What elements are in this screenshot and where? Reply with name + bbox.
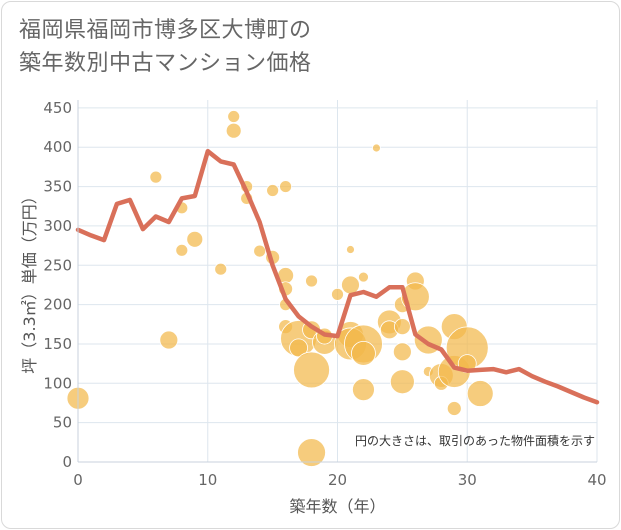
x-axis-label: 築年数（年） xyxy=(289,497,385,516)
bubble-point xyxy=(253,244,267,258)
bubble-point xyxy=(389,369,415,395)
bubble-point xyxy=(186,230,204,248)
bubble-point xyxy=(331,287,344,301)
bubble-point xyxy=(446,401,462,416)
bubble-point xyxy=(372,143,381,153)
bubble-point xyxy=(351,340,376,366)
chart-title-line1: 福岡県福岡市博多区大博町の xyxy=(19,18,312,43)
bubble-point xyxy=(297,438,326,467)
bubble-point xyxy=(159,330,179,350)
bubble-point xyxy=(466,380,494,407)
bubble-point xyxy=(393,318,411,336)
bubble-point xyxy=(293,351,330,389)
y-tick-label: 50 xyxy=(53,414,72,432)
bubble-point xyxy=(305,274,318,288)
y-tick-label: 350 xyxy=(43,178,72,196)
bubble-point xyxy=(214,262,228,276)
x-tick-label: 0 xyxy=(73,471,83,489)
y-tick-label: 450 xyxy=(43,99,72,117)
y-tick-label: 0 xyxy=(62,453,72,471)
chart-annotation: 円の大きさは、取引のあった物件面積を示す xyxy=(355,433,595,448)
y-tick-label: 150 xyxy=(43,335,72,353)
bubble-point xyxy=(346,245,355,254)
y-tick-label: 200 xyxy=(43,296,72,314)
chart-title: 福岡県福岡市博多区大博町の 築年数別中古マンション価格 xyxy=(19,14,312,80)
bubble-point xyxy=(149,170,163,184)
bubble-point xyxy=(352,378,375,402)
y-tick-label: 300 xyxy=(43,217,72,235)
bubble-point xyxy=(341,275,360,295)
x-tick-label: 10 xyxy=(198,471,217,489)
x-tick-label: 30 xyxy=(458,471,477,489)
bubble-point xyxy=(225,122,242,139)
trend-line xyxy=(75,148,600,405)
y-tick-label: 400 xyxy=(43,138,72,156)
y-tick-label: 250 xyxy=(43,256,72,274)
bubble-point xyxy=(227,110,241,123)
bubble-point xyxy=(392,342,412,362)
axes: 0 50 100 150 200 250 300 350 400 450 0 10 20 30 40 xyxy=(43,99,606,489)
bubble-point xyxy=(358,271,369,283)
bubble-point xyxy=(266,184,280,197)
average-price-line xyxy=(75,148,600,405)
y-tick-label: 100 xyxy=(43,374,72,392)
grid-lines xyxy=(77,100,598,463)
x-tick-label: 40 xyxy=(587,471,606,489)
bubble-point xyxy=(175,243,189,257)
y-axis-label: 坪（3.3㎡）単価（万円） xyxy=(20,188,39,373)
chart-title-line2: 築年数別中古マンション価格 xyxy=(19,51,312,76)
x-tick-label: 20 xyxy=(328,471,347,489)
bubble-series xyxy=(66,110,494,467)
bubble-point xyxy=(279,180,293,193)
